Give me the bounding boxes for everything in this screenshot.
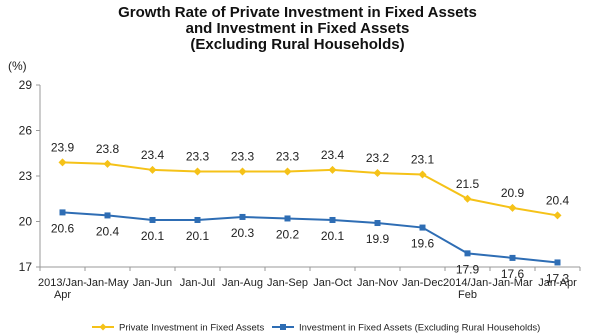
data-label: 19.9 bbox=[366, 232, 390, 246]
legend-marker-1 bbox=[99, 323, 107, 331]
data-label: 20.4 bbox=[546, 193, 570, 207]
data-label: 20.2 bbox=[276, 227, 300, 241]
data-point-diamond bbox=[508, 203, 517, 212]
data-point-diamond bbox=[283, 167, 292, 176]
data-label: 20.1 bbox=[186, 229, 210, 243]
chart-title-line-1: Growth Rate of Private Investment in Fix… bbox=[118, 4, 477, 21]
data-point-square bbox=[59, 209, 66, 216]
series-line-1 bbox=[62, 161, 558, 217]
data-label: 19.6 bbox=[411, 237, 435, 251]
data-point-diamond bbox=[373, 168, 382, 177]
chart-title-line-3: (Excluding Rural Households) bbox=[190, 36, 405, 53]
x-tick-label: Jan-Mar bbox=[492, 277, 533, 289]
data-label: 23.3 bbox=[231, 149, 255, 163]
data-label: 20.1 bbox=[141, 229, 165, 243]
x-tick-label: Jan-Jun bbox=[133, 277, 172, 289]
chart-title: Growth Rate of Private Investment in Fix… bbox=[0, 5, 595, 53]
y-tick-label: 17 bbox=[19, 260, 33, 274]
y-tick-label: 20 bbox=[19, 215, 33, 229]
data-label: 23.8 bbox=[96, 142, 120, 156]
data-label: 20.6 bbox=[51, 221, 75, 235]
data-point-diamond bbox=[148, 165, 157, 174]
data-point-square bbox=[374, 220, 381, 227]
data-point-square bbox=[194, 216, 201, 223]
x-tick-label: 2013/Jan-Apr bbox=[38, 277, 87, 301]
data-label: 23.3 bbox=[186, 149, 210, 163]
data-label: 23.4 bbox=[141, 148, 165, 162]
data-point-diamond bbox=[103, 159, 112, 168]
data-point-square bbox=[149, 216, 156, 223]
data-point-square bbox=[239, 213, 246, 220]
series-line-2 bbox=[62, 211, 558, 264]
data-label: 21.5 bbox=[456, 177, 480, 191]
data-point-diamond bbox=[328, 165, 337, 174]
x-tick-label: 2014/Jan-Feb bbox=[443, 277, 492, 301]
y-tick-label: 26 bbox=[19, 124, 33, 138]
data-label: 23.1 bbox=[411, 152, 435, 166]
data-label: 23.2 bbox=[366, 151, 390, 165]
data-label: 20.1 bbox=[321, 229, 345, 243]
data-point-square bbox=[284, 215, 291, 222]
chart-title-line-2: and Investment in Fixed Assets bbox=[185, 20, 410, 37]
legend-marker-2 bbox=[280, 324, 286, 330]
x-tick-label: Jan-Sep bbox=[267, 277, 308, 289]
data-point-square bbox=[419, 224, 426, 231]
data-point-square bbox=[464, 250, 471, 257]
data-label: 23.4 bbox=[321, 148, 345, 162]
data-label: 23.9 bbox=[51, 140, 75, 154]
data-point-diamond bbox=[553, 211, 562, 220]
data-point-diamond bbox=[463, 194, 472, 203]
x-tick-label: Jan-Oct bbox=[313, 277, 352, 289]
data-label: 17.3 bbox=[546, 271, 570, 285]
legend-label-1: Private Investment in Fixed Assets bbox=[119, 323, 264, 334]
data-point-diamond bbox=[193, 167, 202, 176]
data-label: 20.4 bbox=[96, 224, 120, 238]
x-tick-label: Jan-Nov bbox=[357, 277, 398, 289]
x-tick-label: Jan-Aug bbox=[222, 277, 263, 289]
data-label: 17.6 bbox=[501, 267, 525, 281]
data-point-square bbox=[554, 259, 561, 266]
data-point-square bbox=[104, 212, 111, 219]
legend-label-2: Investment in Fixed Assets (Excluding Ru… bbox=[299, 323, 540, 334]
data-point-diamond bbox=[58, 158, 67, 167]
data-label: 20.9 bbox=[501, 186, 525, 200]
data-label: 17.9 bbox=[456, 262, 480, 276]
data-label: 20.3 bbox=[231, 226, 255, 240]
x-tick-label: Jan-May bbox=[86, 277, 129, 289]
data-point-square bbox=[329, 216, 336, 223]
y-tick-label: 23 bbox=[19, 169, 33, 183]
data-point-diamond bbox=[418, 170, 427, 179]
data-point-square bbox=[509, 254, 516, 261]
data-point-diamond bbox=[238, 167, 247, 176]
y-axis-unit-label: (%) bbox=[8, 59, 27, 73]
data-label: 23.3 bbox=[276, 149, 300, 163]
x-tick-label: Jan-Dec bbox=[402, 277, 443, 289]
x-tick-label: Jan-Apr bbox=[538, 277, 577, 289]
x-tick-label: Jan-Jul bbox=[180, 277, 215, 289]
y-tick-label: 29 bbox=[19, 78, 33, 92]
